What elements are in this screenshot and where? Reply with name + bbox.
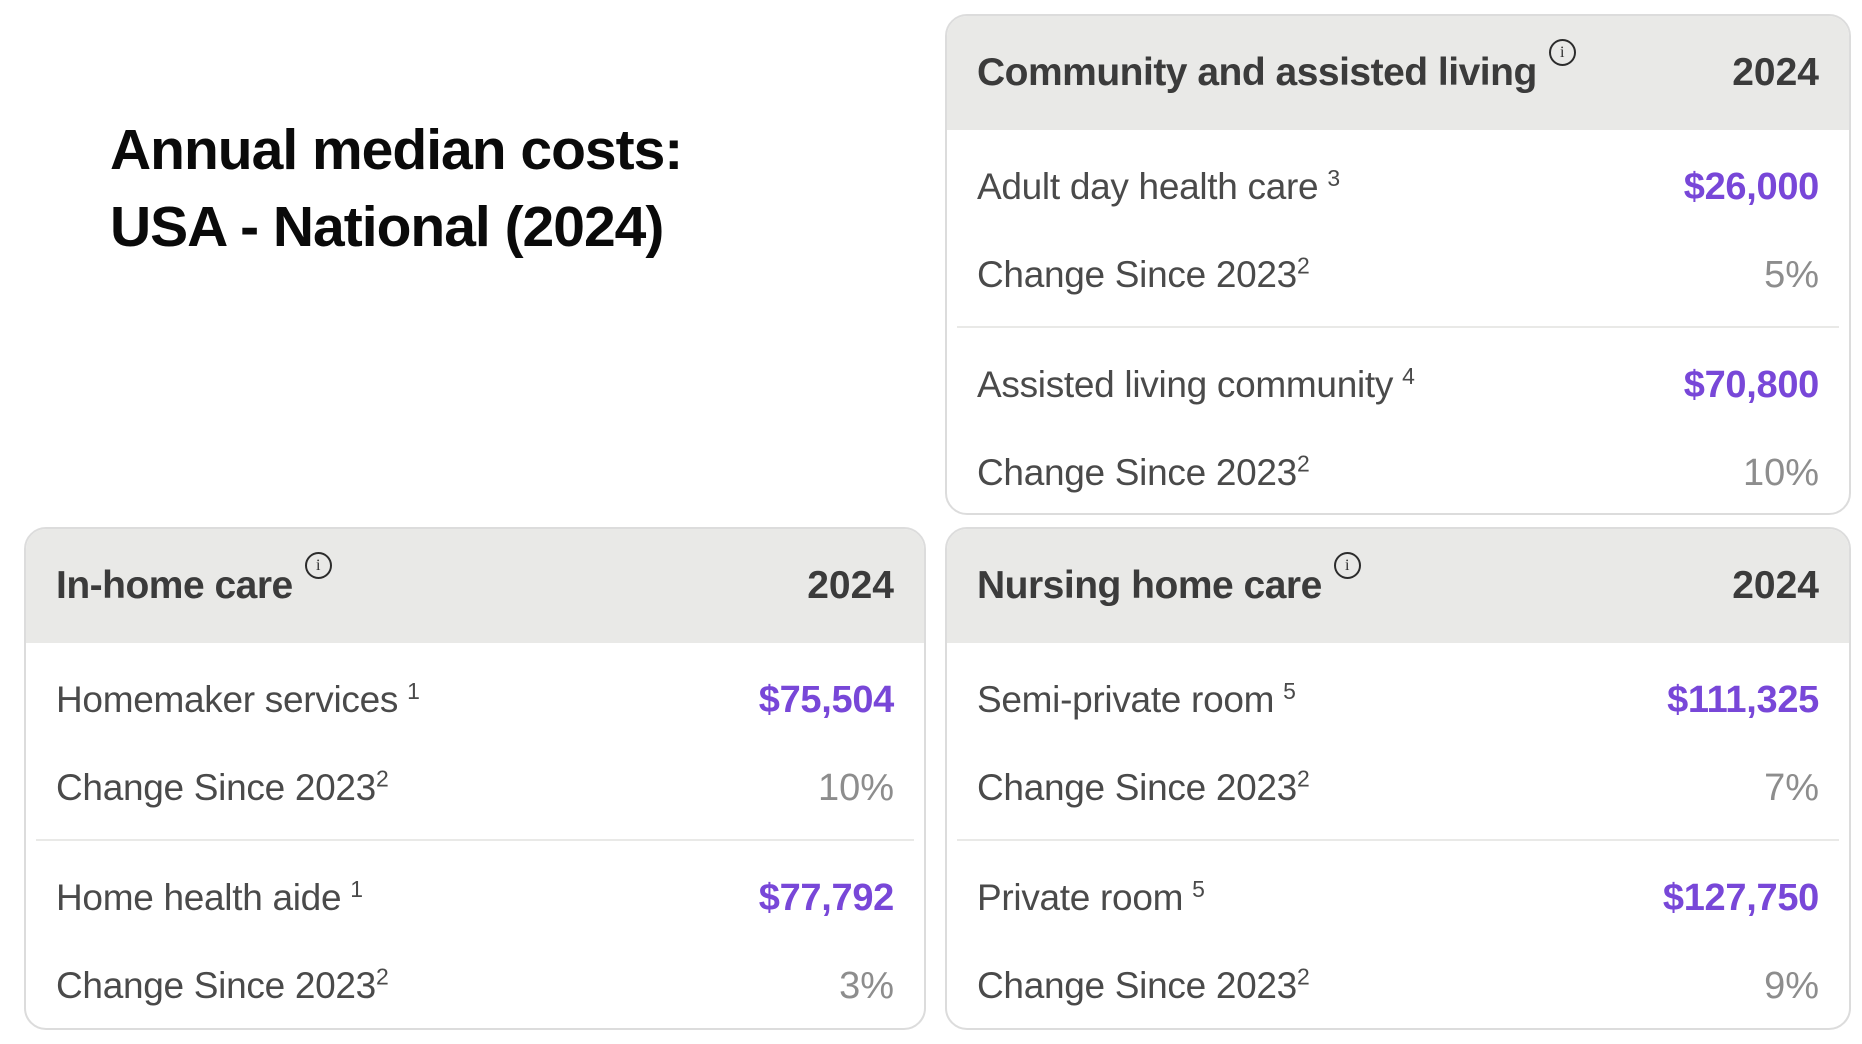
card-body: Adult day health care 3 $26,000 Change Si… [947,130,1849,513]
service-label: Private room 5 [977,875,1205,918]
card-title: Nursing home care [977,563,1322,607]
change-label: Change Since 20232 [977,450,1310,493]
page-title-line1: Annual median costs: [110,118,683,182]
card-body: Semi-private room 5 $111,325 Change Since… [947,643,1849,1028]
card-body: Homemaker services 1 $75,504 Change Since… [26,643,924,1028]
change-label: Change Since 20232 [977,963,1310,1006]
cost-group: Private room 5 $127,750 Change Since 2023… [977,841,1819,1028]
footnote-marker: 2 [1296,450,1310,477]
cost-group: Homemaker services 1 $75,504 Change Since… [56,643,894,839]
cost-group: Semi-private room 5 $111,325 Change Since… [977,643,1819,839]
change-label: Change Since 20232 [977,765,1310,808]
change-row: Change Since 20232 10% [56,763,894,813]
change-row: Change Since 20232 10% [977,448,1819,498]
cost-group: Home health aide 1 $77,792 Change Since 2… [56,841,894,1028]
change-label: Change Since 20232 [977,252,1310,295]
footnote-marker: 2 [1296,963,1310,990]
footnote-marker: 1 [350,875,363,902]
service-label: Semi-private room 5 [977,677,1296,720]
info-icon[interactable]: i [1333,551,1361,579]
change-label: Change Since 20232 [56,765,389,808]
card-in-home-care: In-home care i 2024 Homemaker services 1 … [24,527,926,1030]
card-title: Community and assisted living [977,50,1537,94]
card-nursing-home-care: Nursing home care i 2024 Semi-private ro… [945,527,1851,1030]
change-value: 10% [1742,452,1819,494]
card-header: In-home care i 2024 [26,529,924,643]
service-row: Semi-private room 5 $111,325 [977,675,1819,725]
change-row: Change Since 20232 3% [56,961,894,1011]
change-value: 10% [817,767,894,809]
service-label: Home health aide 1 [56,875,363,918]
card-header: Community and assisted living i 2024 [947,16,1849,130]
service-row: Adult day health care 3 $26,000 [977,162,1819,212]
card-header: Nursing home care i 2024 [947,529,1849,643]
divider [36,839,914,841]
card-community-assisted-living: Community and assisted living i 2024 Adu… [945,14,1851,515]
title-section: Annual median costs: USA - National (202… [24,14,926,515]
service-value: $111,325 [1667,679,1819,721]
card-title: In-home care [56,563,293,607]
service-value: $26,000 [1683,166,1820,208]
footnote-marker: 2 [1296,252,1310,279]
footnote-marker: 2 [375,963,389,990]
change-value: 7% [1764,767,1819,809]
service-value: $77,792 [758,877,895,919]
service-row: Homemaker services 1 $75,504 [56,675,894,725]
footnote-marker: 1 [407,677,420,704]
service-row: Private room 5 $127,750 [977,873,1819,923]
cost-group: Adult day health care 3 $26,000 Change Si… [977,130,1819,326]
service-row: Assisted living community 4 $70,800 [977,360,1819,410]
info-icon[interactable]: i [304,551,332,579]
page-title-line2: USA - National (2024) [110,195,664,259]
page-title: Annual median costs: USA - National (202… [110,112,926,266]
service-value: $127,750 [1662,877,1819,919]
change-value: 5% [1764,254,1819,296]
service-label: Adult day health care 3 [977,164,1340,207]
cost-group: Assisted living community 4 $70,800 Chang… [977,328,1819,513]
year-label: 2024 [1732,564,1819,607]
service-value: $70,800 [1683,364,1820,406]
change-row: Change Since 20232 7% [977,763,1819,813]
year-label: 2024 [807,564,894,607]
change-value: 9% [1764,965,1819,1007]
change-row: Change Since 20232 5% [977,250,1819,300]
service-label: Homemaker services 1 [56,677,420,720]
change-row: Change Since 20232 9% [977,961,1819,1011]
divider [957,326,1839,328]
service-label: Assisted living community 4 [977,362,1415,405]
service-value: $75,504 [758,679,895,721]
change-value: 3% [839,965,894,1007]
footnote-marker: 5 [1283,677,1296,704]
footnote-marker: 5 [1192,875,1205,902]
footnote-marker: 2 [375,765,389,792]
change-label: Change Since 20232 [56,963,389,1006]
year-label: 2024 [1732,51,1819,94]
footnote-marker: 3 [1327,164,1340,191]
divider [957,839,1839,841]
footnote-marker: 4 [1402,362,1415,389]
footnote-marker: 2 [1296,765,1310,792]
info-icon[interactable]: i [1548,38,1576,66]
service-row: Home health aide 1 $77,792 [56,873,894,923]
